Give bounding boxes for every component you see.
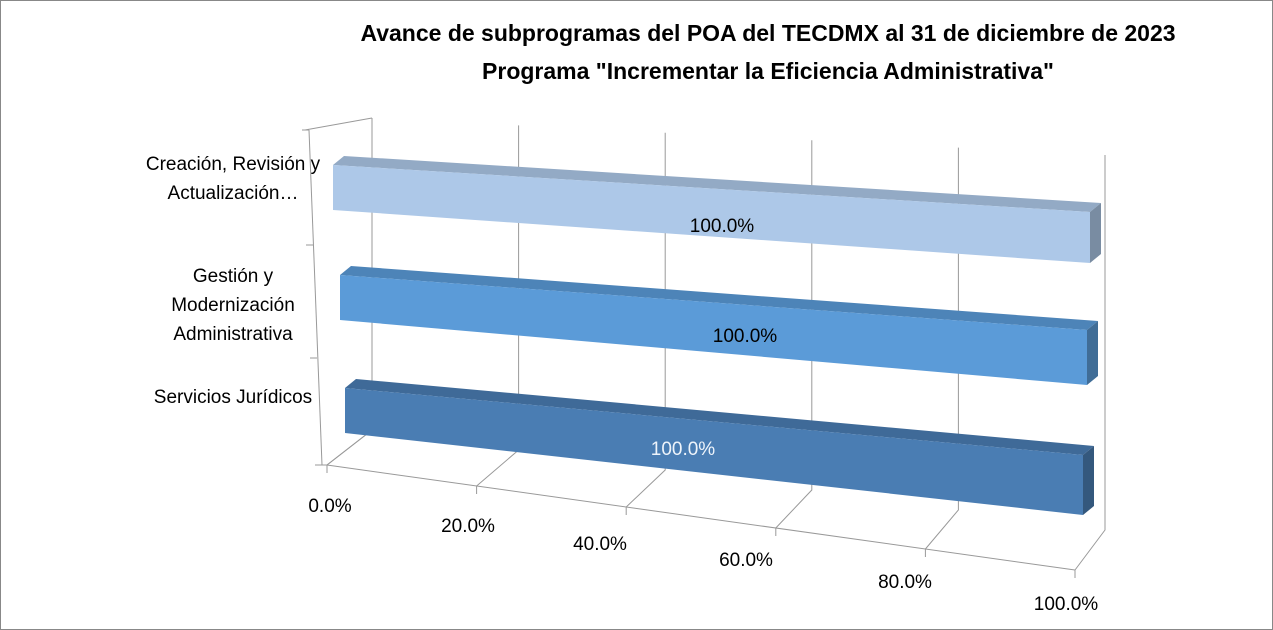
x-tick-label: 80.0% [878,572,932,593]
category-label: Servicios Jurídicos [153,387,313,408]
x-tick-label: 60.0% [719,550,773,571]
grid-line [1074,155,1106,571]
bar-side [1090,203,1101,263]
category-label: Creación, Revisión y Actualización… [145,154,321,204]
bar-front [333,165,1090,263]
x-axis-line [326,464,1076,571]
x-tick-label: 20.0% [441,516,495,537]
bar-top [340,266,1098,330]
x-tick-label: 100.0% [1034,594,1099,615]
bar-top [345,379,1094,455]
axis-line [304,117,373,131]
chart-title: Avance de subprogramas del POA del TECDM… [360,20,1175,46]
value-label: 100.0% [690,216,755,237]
grid-line [775,140,813,529]
bar-front [340,275,1087,385]
bar-front [345,388,1083,515]
grid-line [625,132,666,508]
bar [333,156,1101,263]
x-tick-label: 40.0% [573,534,627,555]
bar-side [1087,321,1098,385]
chart-subtitle: Programa "Incrementar la Eficiencia Admi… [482,58,1054,84]
category-label: Gestión y Modernización Administrativa [171,266,295,345]
bar-top [333,156,1101,212]
axis-line [308,129,323,466]
x-tick-label: 0.0% [308,496,351,517]
value-label: 100.0% [651,439,716,460]
value-label: 100.0% [713,326,778,347]
bar [345,379,1094,515]
y-axis [302,117,373,466]
grid-line [925,147,959,550]
bar [340,266,1098,385]
bar-side [1083,446,1094,515]
